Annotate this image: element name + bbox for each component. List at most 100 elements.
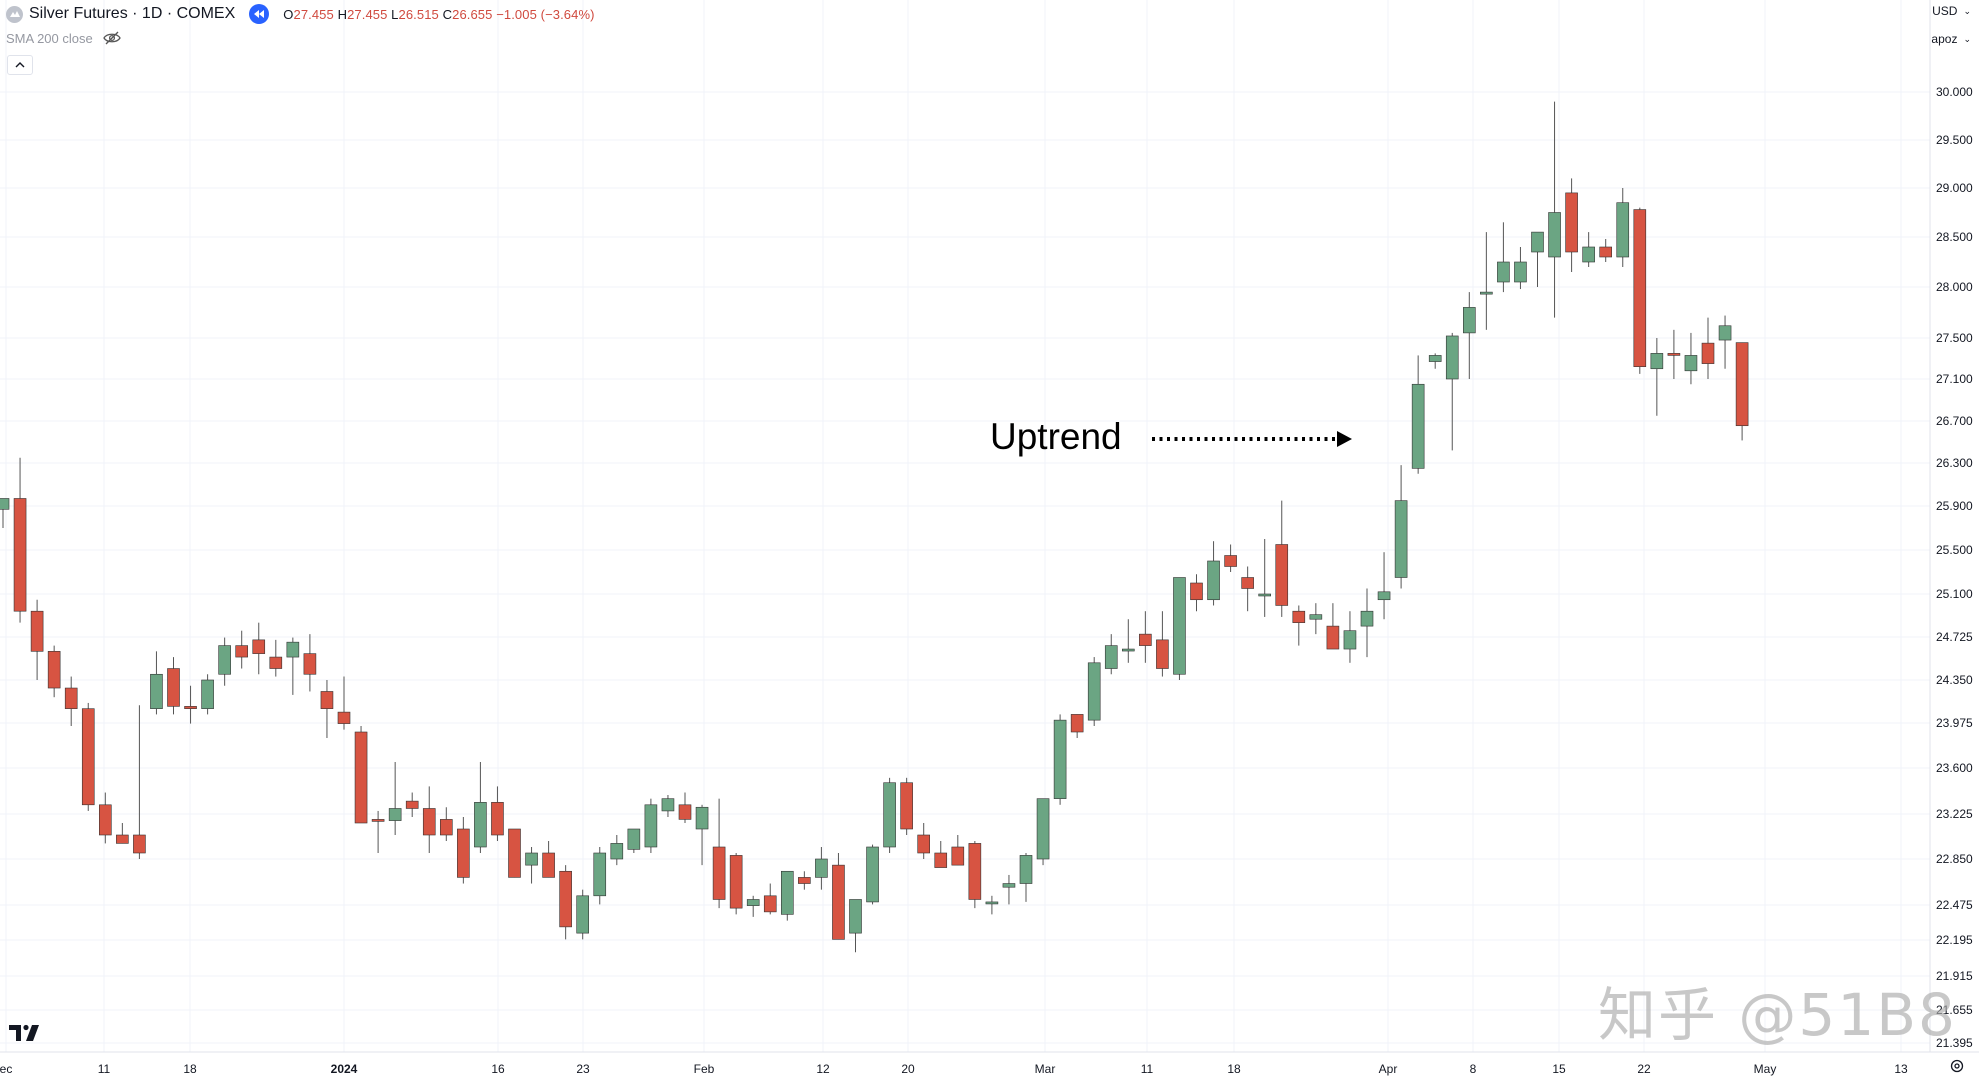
candle xyxy=(133,705,146,859)
symbol-legend[interactable]: Silver Futures · 1D · COMEX O27.455 H27.… xyxy=(6,2,595,26)
price-tick-label: 22.475 xyxy=(1936,898,1973,912)
price-tick-label: 28.000 xyxy=(1936,280,1973,294)
candle-body-down xyxy=(235,645,248,658)
candle-body-up xyxy=(474,802,487,848)
candle-body-down xyxy=(934,852,948,868)
candle-body-down xyxy=(320,691,334,709)
candle-body-down xyxy=(303,653,317,675)
candle xyxy=(354,726,368,824)
collapse-legend-button[interactable] xyxy=(7,55,33,75)
price-tick-label: 23.975 xyxy=(1936,716,1973,730)
candle xyxy=(1582,232,1595,267)
candle xyxy=(866,844,879,905)
price-tick-label: 29.500 xyxy=(1936,133,1973,147)
candle xyxy=(1036,798,1050,866)
candle-body-down xyxy=(81,708,95,806)
open-label: O xyxy=(283,6,294,22)
candle xyxy=(303,634,317,692)
candle xyxy=(780,870,794,921)
candle-body-up xyxy=(815,858,828,878)
chart-grid xyxy=(0,0,1930,1052)
candle xyxy=(610,835,624,866)
candle-body-down xyxy=(1735,342,1749,427)
candle xyxy=(1070,714,1084,738)
candle-body-down xyxy=(508,828,521,878)
candle-body-down xyxy=(167,668,180,707)
candle-body-up xyxy=(201,679,214,709)
time-tick-label: 11 xyxy=(1141,1062,1154,1076)
candle-body-up xyxy=(644,804,658,848)
candle-body-down xyxy=(1667,353,1681,356)
symbol-title[interactable]: Silver Futures · 1D · COMEX xyxy=(29,5,236,22)
gear-icon[interactable] xyxy=(1949,1058,1965,1074)
time-tick-label: 11 xyxy=(98,1062,111,1076)
candle xyxy=(1599,239,1612,262)
time-tick-label: 2024 xyxy=(331,1062,358,1076)
candle xyxy=(150,651,163,715)
candle-body-down xyxy=(252,639,266,654)
rewind-icon[interactable] xyxy=(249,4,270,24)
tradingview-logo-icon[interactable] xyxy=(8,1022,42,1042)
price-tick-label: 21.655 xyxy=(1936,1003,1973,1017)
candle-body-up xyxy=(1104,645,1118,669)
high-value: 27.455 xyxy=(347,6,388,22)
candle xyxy=(1531,231,1544,287)
candle-body-up xyxy=(150,673,163,709)
candle-body-down xyxy=(712,846,726,900)
candle xyxy=(832,853,845,940)
candle xyxy=(661,794,675,817)
candle-body-down xyxy=(116,834,129,844)
candle xyxy=(746,895,760,917)
candle-body-down xyxy=(798,877,811,884)
candle-body-up xyxy=(1428,355,1442,362)
indicator-legend[interactable]: SMA 200 close xyxy=(6,28,121,48)
candle-body-down xyxy=(832,864,845,940)
candle xyxy=(968,841,982,909)
candle xyxy=(1241,566,1254,612)
candle-body-up xyxy=(576,895,590,934)
candle xyxy=(1104,634,1118,675)
candle-body-up xyxy=(780,870,794,915)
indicator-label[interactable]: SMA 200 close xyxy=(6,30,93,46)
candle xyxy=(951,835,965,866)
candle-body-down xyxy=(900,782,913,830)
candle-body-up xyxy=(1087,662,1101,721)
silver-logo-icon xyxy=(6,5,23,23)
candle xyxy=(815,847,828,890)
time-tick-label: ec xyxy=(0,1062,12,1076)
candle-body-down xyxy=(337,711,351,724)
candle-body-down xyxy=(951,846,965,866)
candle xyxy=(934,841,948,868)
candlestick-series xyxy=(0,101,1749,953)
candle xyxy=(320,680,334,738)
price-tick-label: 23.225 xyxy=(1936,807,1973,821)
candle xyxy=(678,792,692,823)
price-tick-label: 30.000 xyxy=(1936,85,1973,99)
price-axis[interactable]: 30.000 29.500 29.000 28.500 28.000 27.500 27.1… xyxy=(1929,0,1973,1052)
candle-body-up xyxy=(1122,648,1135,652)
price-tick-label: 24.350 xyxy=(1936,673,1973,687)
candle xyxy=(1139,611,1152,663)
candle xyxy=(729,853,743,915)
candle-body-down xyxy=(1241,577,1254,589)
price-tick-label: 27.500 xyxy=(1936,331,1973,345)
candle xyxy=(1735,342,1749,441)
time-axis[interactable]: ec 11 18 2024 16 23 Feb 12 20 Mar 11 18 Apr 8 15 22 May 1… xyxy=(0,1051,1979,1076)
candle xyxy=(1650,338,1664,416)
candle xyxy=(64,676,78,726)
time-tick-label: 18 xyxy=(183,1062,197,1076)
unit-selector[interactable]: apoz ⌄ xyxy=(1931,32,1971,46)
candle-body-up xyxy=(627,828,641,850)
candle xyxy=(917,823,931,859)
candle-body-up xyxy=(1582,246,1595,263)
eye-hidden-icon[interactable] xyxy=(102,31,121,45)
candle xyxy=(1428,353,1442,369)
candle xyxy=(184,685,197,724)
price-tick-label: 28.500 xyxy=(1936,230,1973,244)
candle-body-down xyxy=(1565,192,1578,253)
candle-body-down xyxy=(729,855,743,909)
currency-selector[interactable]: USD ⌄ xyxy=(1932,4,1971,18)
candle xyxy=(337,676,351,730)
candle-body-up xyxy=(1002,883,1016,888)
